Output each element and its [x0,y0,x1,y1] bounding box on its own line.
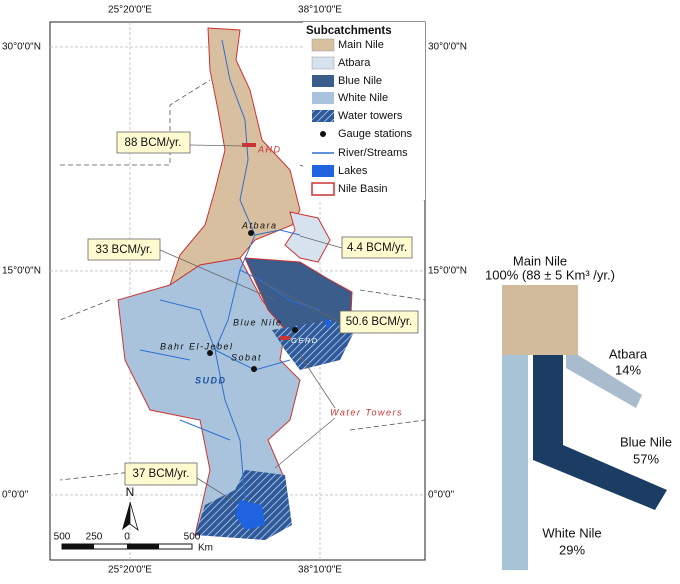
lon-label: 38°10'0"E [298,5,342,16]
ahd-dam [242,143,256,147]
place-label: Blue Nile [233,317,283,327]
gauge-stations [207,230,298,372]
main-nile-block [502,285,578,355]
scale-label: 500 [184,532,201,543]
white-nile-flow [502,355,528,570]
place-label: Sobat [231,352,262,362]
flow-total: 100% (88 ± 5 Km³ /yr.) [485,267,615,282]
lat-label: 0°0'0" [2,490,29,501]
lat-label: 0°0'0" [428,490,455,501]
legend-label: River/Streams [338,147,408,159]
place-label: GERD [291,336,319,345]
callout-label: 88 BCM/yr. [125,137,182,149]
callout-label: 4.4 BCM/yr. [347,242,407,254]
place-label: SUDD [195,375,227,385]
lat-label: 30°0'0"N [2,42,41,53]
flow-diagram: Main Nile 100% (88 ± 5 Km³ /yr.) Atbara … [485,253,672,570]
callout-label: 37 BCM/yr. [133,468,190,480]
legend-label: Lakes [338,165,368,177]
flow-label: White Nile [542,525,601,540]
map: 25°20'0"E 38°10'0"E 25°20'0"E 38°10'0"E … [2,5,467,576]
legend: Subcatchments Main Nile Atbara Blue Nile… [303,22,425,200]
callout-label: 33 BCM/yr. [96,244,153,256]
flow-title: Main Nile [513,253,567,268]
place-label: Water Towers [330,407,403,417]
legend-label: Blue Nile [338,75,382,87]
gerd-dam [280,336,290,340]
north-label: N [126,485,135,499]
atbara-flow [566,355,642,408]
place-label: Bahr El-Jebel [160,341,234,351]
scale-label: 250 [86,532,103,543]
flow-share: 29% [559,542,585,557]
lat-label: 15°0'0"N [2,266,41,277]
lon-label: 38°10'0"E [298,565,342,576]
callouts [87,131,419,503]
place-label: AHD [257,144,282,154]
place-label: Atbara [241,220,278,230]
lon-label: 25°20'0"E [108,5,152,16]
lakes [235,318,332,530]
callout-label: 50.6 BCM/yr. [346,316,412,328]
atbara-area [284,211,331,263]
north-arrow: N [122,485,139,532]
scale-label: 500 [54,532,71,543]
lat-label: 15°0'0"N [428,266,467,277]
legend-title: Subcatchments [306,25,392,37]
legend-label: Main Nile [338,39,384,51]
flow-label: Atbara [609,346,648,361]
legend-label: Nile Basin [338,183,388,195]
flow-share: 57% [633,451,659,466]
legend-label: White Nile [338,92,388,104]
lat-label: 30°0'0"N [428,42,467,53]
graticule-labels: 25°20'0"E 38°10'0"E 25°20'0"E 38°10'0"E … [2,5,467,576]
scale-unit: Km [198,543,213,554]
legend-label: Atbara [338,57,371,69]
water-towers [195,320,355,540]
blue-nile-flow [533,355,667,510]
scale-label: 0 [124,532,130,543]
flow-label: Blue Nile [620,434,672,449]
legend-label: Water towers [338,110,403,122]
legend-label: Gauge stations [338,128,412,140]
flow-share: 14% [615,362,641,377]
lon-label: 25°20'0"E [108,565,152,576]
scale-bar: 500 250 0 500 Km [54,532,213,554]
